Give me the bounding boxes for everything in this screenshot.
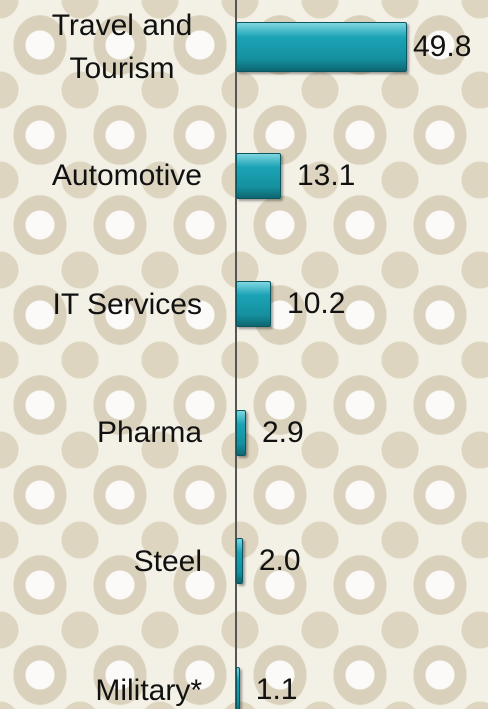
value-label: 49.8 bbox=[413, 30, 472, 63]
value-label: 10.2 bbox=[287, 287, 346, 321]
bar bbox=[236, 538, 243, 585]
value-label: 1.1 bbox=[255, 673, 298, 706]
bar bbox=[236, 667, 240, 709]
category-label: Military* bbox=[95, 673, 202, 707]
category-label: Pharma bbox=[96, 416, 202, 450]
value-label: 2.9 bbox=[261, 415, 304, 449]
category-label: IT Services bbox=[52, 287, 203, 321]
category-label: Automotive bbox=[51, 159, 202, 193]
value-label: 2.0 bbox=[258, 544, 301, 578]
axis-line bbox=[235, 0, 237, 709]
bar bbox=[236, 22, 407, 72]
category-label: Travel and Tourism bbox=[51, 9, 193, 85]
bar bbox=[236, 281, 272, 328]
value-label: 13.1 bbox=[296, 158, 356, 192]
category-label: Steel bbox=[133, 544, 202, 578]
bar bbox=[236, 409, 246, 456]
bar bbox=[236, 152, 281, 199]
